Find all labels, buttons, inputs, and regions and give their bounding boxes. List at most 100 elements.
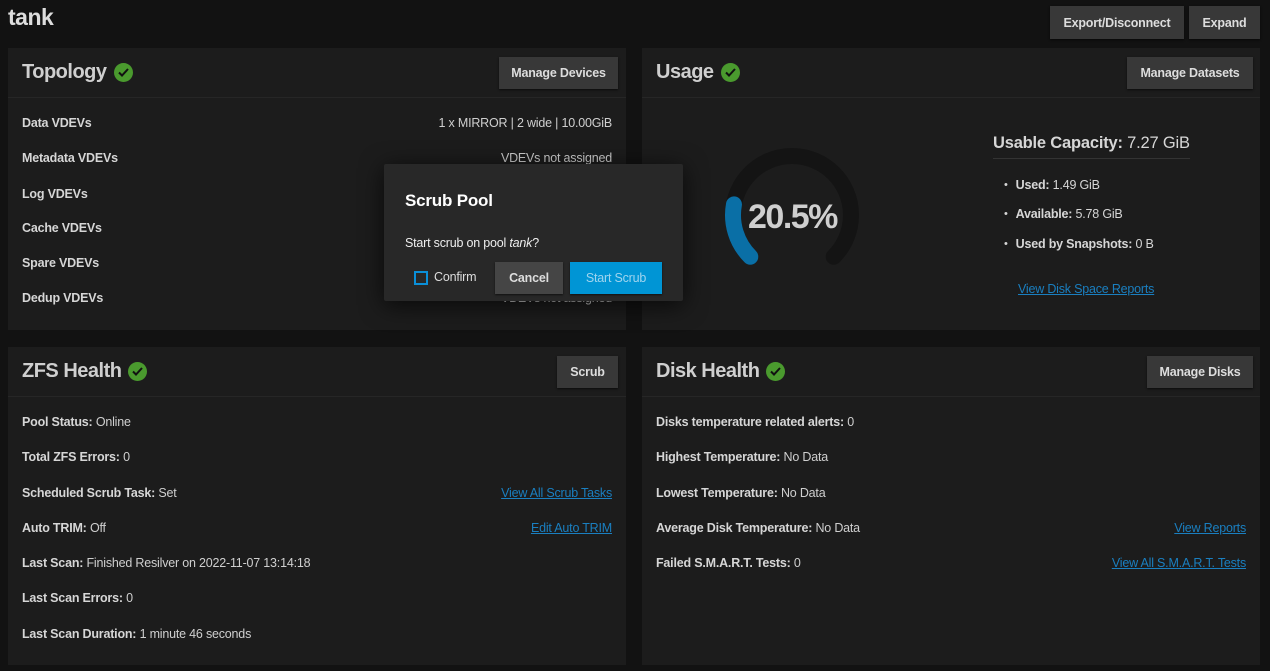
row-left: Last Scan Errors: 0 [22,591,133,605]
info-row: Last Scan: Finished Resilver on 2022-11-… [22,554,612,572]
row-label: Data VDEVs [22,116,92,130]
row-label: Scheduled Scrub Task: [22,486,156,500]
card-title: ZFS Health [22,360,122,382]
info-row: Auto TRIM: Off Edit Auto TRIM [22,519,612,537]
row-value: 1 x MIRROR | 2 wide | 10.00GiB [438,116,613,130]
row-left: Auto TRIM: Off [22,521,106,535]
info-row: Pool Status: Online [22,413,612,431]
row-value: Set [158,486,177,500]
check-circle-icon [128,362,148,381]
row-label: Last Scan Duration: [22,627,137,641]
gauge-fill [725,196,759,265]
row-left: Failed S.M.A.R.T. Tests: 0 [656,556,801,570]
row-label: Auto TRIM: [22,521,87,535]
row-link[interactable]: View All Scrub Tasks [501,486,612,500]
row-left: Spare VDEVs [22,256,99,270]
row-left: Data VDEVs [22,116,92,130]
row-left: Last Scan: Finished Resilver on 2022-11-… [22,556,311,570]
expand-button[interactable]: Expand [1189,6,1260,39]
info-row: Average Disk Temperature: No Data View Re… [656,519,1246,537]
row-label: Disks temperature related alerts: [656,415,844,429]
manage-devices-button[interactable]: Manage Devices [499,57,618,89]
row-value: Online [95,415,131,429]
row-label: Lowest Temperature: [656,486,778,500]
info-row: Failed S.M.A.R.T. Tests: 0 View All S.M.A… [656,554,1246,572]
scrub-button[interactable]: Scrub [557,356,618,388]
info-row: Total ZFS Errors: 0 [22,448,612,466]
stat-value: 5.78 GiB [1075,207,1123,222]
row-value: 0 [847,415,854,429]
check-circle-icon [720,63,740,82]
info-row: Last Scan Errors: 0 [22,589,612,607]
row-label: Failed S.M.A.R.T. Tests: [656,556,791,570]
row-left: Metadata VDEVs [22,151,118,165]
start-scrub-button[interactable]: Start Scrub [570,262,662,294]
row-link[interactable]: View All S.M.A.R.T. Tests [1111,556,1246,570]
disk-health-card: Disk Health Manage Disks Disks temperatu… [642,347,1260,665]
usage-stats: Used: 1.49 GiBAvailable: 5.78 GiBUsed by… [1004,170,1154,259]
info-row: Last Scan Duration: 1 minute 46 seconds [22,625,612,643]
row-left: Pool Status: Online [22,415,131,429]
row-left: Dedup VDEVs [22,291,103,305]
scrub-pool-dialog: Scrub Pool Start scrub on pool tank? Con… [384,164,683,301]
capacity-label: Usable Capacity: [993,134,1123,152]
card-title: Disk Health [656,360,760,382]
stat-label: Used: [1015,177,1050,192]
row-label: Average Disk Temperature: [656,521,813,535]
dialog-title: Scrub Pool [405,191,493,210]
manage-disks-button[interactable]: Manage Disks [1147,356,1253,388]
row-value: 0 [793,556,801,570]
usage-stat: Available: 5.78 GiB [1004,200,1154,230]
row-label: Metadata VDEVs [22,151,118,165]
message-pool: tank [509,236,533,250]
stat-value: 1.49 GiB [1052,177,1100,192]
confirm-label[interactable]: Confirm [434,270,477,284]
card-title: Topology [22,61,107,83]
row-link[interactable]: View Reports [1174,521,1246,535]
row-label: Log VDEVs [22,187,88,201]
row-label: Total ZFS Errors: [22,450,120,464]
usable-capacity: Usable Capacity: 7.27 GiB [993,134,1190,159]
row-left: Last Scan Duration: 1 minute 46 seconds [22,627,251,641]
row-left: Disks temperature related alerts: 0 [656,415,854,429]
confirm-checkbox[interactable] [414,271,428,285]
export-disconnect-button[interactable]: Export/Disconnect [1050,6,1184,39]
info-row: Disks temperature related alerts: 0 [656,413,1246,431]
row-left: Log VDEVs [22,187,88,201]
card-title: Usage [656,61,714,83]
stat-label: Available: [1015,207,1073,222]
row-value: 0 [123,450,130,464]
view-disk-space-reports-link[interactable]: View Disk Space Reports [1018,282,1155,296]
dialog-message: Start scrub on pool tank? [405,236,539,250]
row-left: Cache VDEVs [22,221,102,235]
row-label: Last Scan: [22,556,84,570]
row-value: 1 minute 46 seconds [139,627,252,641]
stat-label: Used by Snapshots: [1015,236,1133,251]
manage-datasets-button[interactable]: Manage Datasets [1127,57,1253,89]
row-left: Total ZFS Errors: 0 [22,450,130,464]
row-value: 0 [126,591,133,605]
info-row: Data VDEVs 1 x MIRROR | 2 wide | 10.00GiB [22,114,612,132]
row-label: Last Scan Errors: [22,591,123,605]
usage-card: Usage Manage Datasets 20.5% Usable Capac… [642,48,1260,330]
check-circle-icon [113,63,133,82]
info-row: Highest Temperature: No Data [656,448,1246,466]
info-row: Scheduled Scrub Task: Set View All Scrub … [22,484,612,502]
stat-value: 0 B [1135,236,1154,251]
message-suffix: ? [532,236,539,250]
row-value: No Data [815,521,860,535]
row-left: Average Disk Temperature: No Data [656,521,860,535]
info-row: Metadata VDEVs VDEVs not assigned [22,149,612,167]
message-prefix: Start scrub on pool [405,236,510,250]
row-label: Spare VDEVs [22,256,100,270]
row-label: Pool Status: [22,415,93,429]
pool-title: tank [8,4,54,30]
row-value: Off [89,521,106,535]
cancel-button[interactable]: Cancel [495,262,563,294]
row-value: Finished Resilver on 2022-11-07 13:14:18 [86,556,311,570]
usage-stat: Used: 1.49 GiB [1004,170,1154,200]
row-label: Dedup VDEVs [22,291,104,305]
row-link[interactable]: Edit Auto TRIM [530,521,612,535]
row-value: VDEVs not assigned [500,151,612,165]
check-circle-icon [766,362,786,381]
